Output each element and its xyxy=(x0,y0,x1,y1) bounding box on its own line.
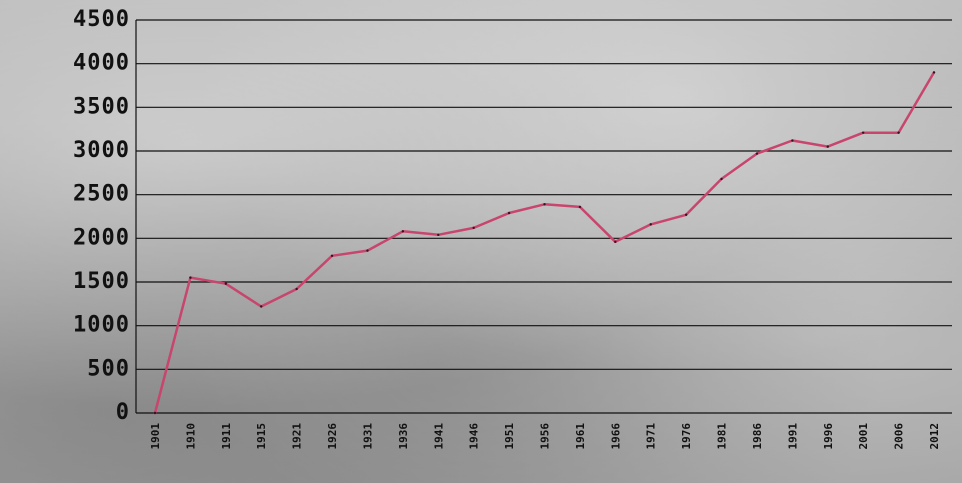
data-point xyxy=(826,145,829,148)
data-point xyxy=(153,411,157,415)
data-point xyxy=(437,233,440,237)
x-tick-label: 1976 xyxy=(680,423,693,450)
data-point xyxy=(791,139,794,142)
data-point xyxy=(401,230,405,233)
x-tick-label: 1951 xyxy=(503,423,516,450)
y-tick-label: 1000 xyxy=(73,313,130,338)
y-tick-label: 3500 xyxy=(73,94,130,119)
y-tick-label: 500 xyxy=(87,356,130,381)
data-point xyxy=(295,287,298,291)
data-point xyxy=(330,254,334,257)
data-point xyxy=(224,282,228,285)
x-tick-label: 1991 xyxy=(786,423,799,450)
data-point xyxy=(189,276,192,279)
data-point xyxy=(649,223,652,226)
axes xyxy=(135,20,952,414)
series-layer xyxy=(153,71,936,415)
x-tick-label: 1941 xyxy=(432,423,445,450)
data-point xyxy=(260,305,263,308)
x-tick-label: 1981 xyxy=(716,423,729,450)
x-tick-label: 1926 xyxy=(326,423,339,450)
x-tick-label: 1986 xyxy=(751,423,764,450)
x-tick-label: 1911 xyxy=(220,423,233,450)
x-tick-label: 1936 xyxy=(397,423,410,450)
data-point xyxy=(932,71,936,74)
data-point xyxy=(684,213,688,216)
data-point xyxy=(861,131,865,134)
x-axis-tick-labels: 1901 1910 1911 1915 1921 1926 1931 1936 1941 1946… xyxy=(149,423,941,450)
data-point xyxy=(366,249,369,252)
y-tick-label: 4000 xyxy=(73,51,130,76)
grid-lines xyxy=(136,19,952,370)
data-point xyxy=(578,205,582,209)
y-tick-label: 4500 xyxy=(73,7,130,32)
series-line xyxy=(153,71,936,415)
data-point xyxy=(543,203,546,206)
data-point xyxy=(614,240,617,244)
data-point xyxy=(472,226,475,230)
y-tick-label: 0 xyxy=(116,400,130,425)
x-tick-label: 1956 xyxy=(539,423,552,450)
x-tick-label: 1971 xyxy=(645,423,658,450)
y-tick-label: 1500 xyxy=(73,269,130,294)
y-tick-label: 2500 xyxy=(73,182,130,207)
x-tick-label: 1996 xyxy=(822,423,835,450)
x-tick-label: 1961 xyxy=(574,423,587,450)
data-point xyxy=(755,152,759,155)
x-tick-label: 2012 xyxy=(928,423,941,450)
x-tick-label: 1910 xyxy=(184,423,197,450)
x-tick-label: 2001 xyxy=(857,423,870,450)
y-tick-label: 2000 xyxy=(73,225,130,250)
data-point xyxy=(720,177,723,181)
x-tick-label: 1966 xyxy=(609,423,622,450)
x-tick-label: 1921 xyxy=(291,423,304,450)
x-tick-label: 1901 xyxy=(149,423,162,450)
y-tick-label: 3000 xyxy=(73,138,130,163)
x-tick-label: 1915 xyxy=(255,423,268,450)
x-tick-label: 1931 xyxy=(361,423,374,450)
x-tick-label: 2006 xyxy=(893,423,906,450)
data-point xyxy=(897,131,900,134)
y-axis-tick-labels: 0 500 1000 1500 2000 2500 3000 3500 4000 4500 xyxy=(73,7,130,425)
x-tick-label: 1946 xyxy=(468,423,481,450)
data-point xyxy=(507,211,511,215)
